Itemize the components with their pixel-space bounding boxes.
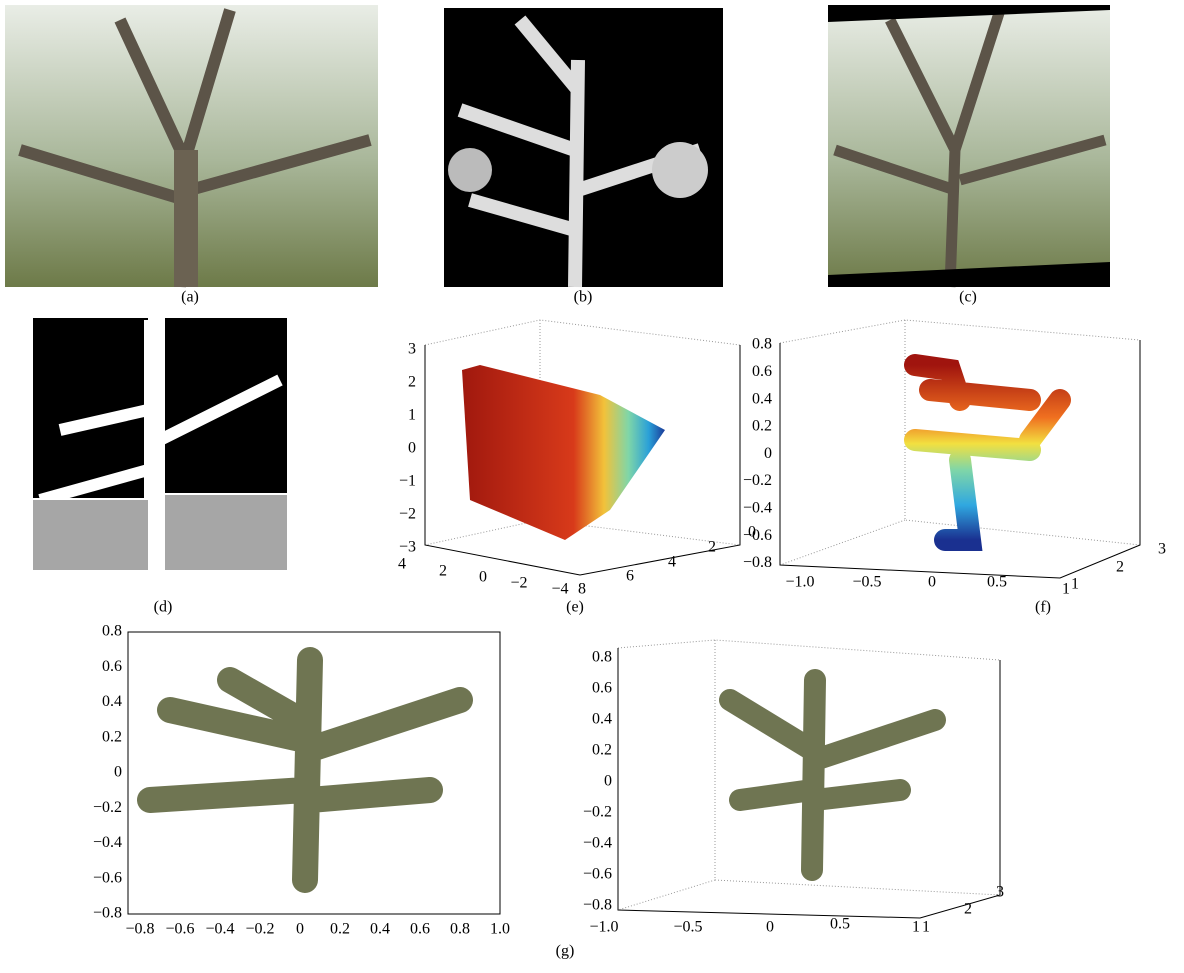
photo-a (5, 5, 378, 287)
z-tick-label: 0.8 (752, 336, 772, 353)
x-tick-label: −0.5 (852, 574, 881, 591)
x-tick-label: 0.4 (370, 921, 390, 938)
z-tick-label: 3 (408, 341, 416, 358)
z-tick-label: −0.2 (583, 804, 612, 821)
x-tick-label: −0.8 (125, 921, 154, 938)
x-tick-label: 0.8 (450, 921, 470, 938)
panel-label: (f) (1035, 599, 1051, 616)
x-tick-label: −1.0 (785, 574, 814, 591)
z-tick-label: 0 (604, 773, 612, 790)
x-tick-label: 0 (479, 569, 487, 586)
z-tick-label: −3 (399, 539, 416, 556)
y-tick-label: 0.4 (102, 693, 122, 710)
z-tick-label: −0.4 (743, 499, 772, 516)
x-tick-label: 0 (296, 921, 304, 938)
x-tick-label: 4 (398, 556, 406, 573)
z-tick-label: 0.4 (752, 390, 772, 407)
page: {"figure":{ "a":{"label":"(a)"}, "b":{"l… (0, 0, 1184, 968)
z-tick-label: 0.2 (592, 742, 612, 759)
panel-label: (b) (574, 289, 593, 306)
x-tick-label: 1 (1062, 581, 1070, 598)
y-tick-label: 2 (708, 539, 716, 556)
x-tick-label: −0.5 (673, 919, 702, 936)
z-tick-label: 0 (408, 440, 416, 457)
z-tick-label: −1 (399, 473, 416, 490)
z-tick-label: −0.8 (583, 897, 612, 914)
y-tick-label: −0.6 (93, 869, 122, 886)
plot-e (425, 320, 740, 575)
z-tick-label: 1 (408, 407, 416, 424)
y-tick-label: 0.8 (102, 623, 122, 640)
plot-f (780, 320, 1140, 578)
z-tick-label: −0.2 (743, 472, 772, 489)
panel-label: (g) (556, 943, 575, 960)
x-tick-label: 1 (912, 919, 920, 936)
y-tick-label: 0 (114, 764, 122, 781)
z-tick-label: 0.8 (592, 649, 612, 666)
x-tick-label: −1.0 (589, 919, 618, 936)
plot-g-left (128, 632, 500, 914)
panel-label: (e) (566, 599, 584, 616)
y-tick-label: 3 (1158, 541, 1166, 558)
x-tick-label: 1.0 (490, 921, 510, 938)
z-tick-label: 0 (764, 445, 772, 462)
x-tick-label: 0 (766, 919, 774, 936)
panel-label: (a) (181, 289, 199, 306)
photo-c (828, 5, 1110, 287)
x-tick-label: −0.6 (165, 921, 194, 938)
z-tick-label: 0.2 (752, 418, 772, 435)
x-tick-label: −0.2 (245, 921, 274, 938)
y-tick-label: 4 (668, 554, 676, 571)
z-tick-label: −0.6 (743, 527, 772, 544)
panel-label: (d) (154, 599, 173, 616)
y-tick-label: 2 (1116, 559, 1124, 576)
x-tick-label: −4 (551, 581, 568, 598)
z-tick-label: 0.4 (592, 711, 612, 728)
y-tick-label: 8 (578, 581, 586, 598)
y-tick-label: −0.8 (93, 905, 122, 922)
z-tick-label: 0.6 (752, 363, 772, 380)
z-tick-label: 0.6 (592, 680, 612, 697)
y-tick-label: 3 (996, 884, 1004, 901)
y-tick-label: −0.4 (93, 834, 122, 851)
x-tick-label: 0.2 (330, 921, 350, 938)
x-tick-label: 2 (439, 563, 447, 580)
y-tick-label: 2 (964, 901, 972, 918)
x-tick-label: 0.5 (987, 574, 1007, 591)
z-tick-label: −0.8 (743, 554, 772, 571)
y-tick-label: 0.6 (102, 658, 122, 675)
photo-b (444, 8, 723, 287)
x-tick-label: 0 (928, 574, 936, 591)
y-tick-label: −0.2 (93, 799, 122, 816)
z-tick-label: −0.4 (583, 835, 612, 852)
z-tick-label: −2 (399, 506, 416, 523)
figure: (a)(b)(c)(d)(e)(f)(g)3210−1−2−3420−2−486… (0, 0, 1184, 968)
binary-d (33, 318, 287, 570)
y-tick-label: 1 (1071, 576, 1079, 593)
plot-g-right (618, 640, 1000, 918)
x-tick-label: 0.6 (410, 921, 430, 938)
z-tick-label: −0.6 (583, 866, 612, 883)
y-tick-label: 6 (626, 568, 634, 585)
z-tick-label: 2 (408, 374, 416, 391)
panel-label: (c) (959, 289, 977, 306)
x-tick-label: 0.5 (830, 916, 850, 933)
x-tick-label: −2 (510, 575, 527, 592)
y-tick-label: 1 (922, 919, 930, 936)
x-tick-label: −0.4 (205, 921, 234, 938)
y-tick-label: 0.2 (102, 728, 122, 745)
